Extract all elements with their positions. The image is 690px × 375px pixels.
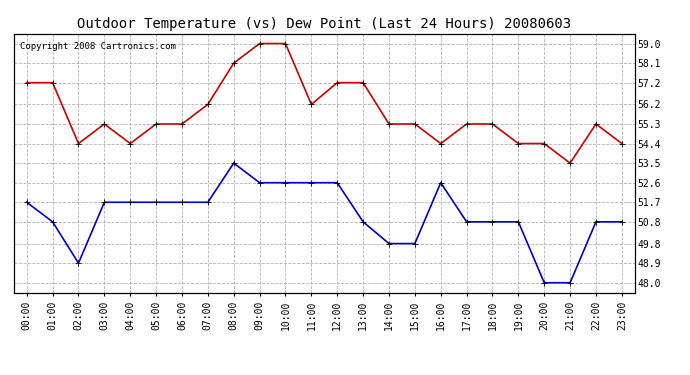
Title: Outdoor Temperature (vs) Dew Point (Last 24 Hours) 20080603: Outdoor Temperature (vs) Dew Point (Last… [77, 17, 571, 31]
Text: Copyright 2008 Cartronics.com: Copyright 2008 Cartronics.com [20, 42, 176, 51]
